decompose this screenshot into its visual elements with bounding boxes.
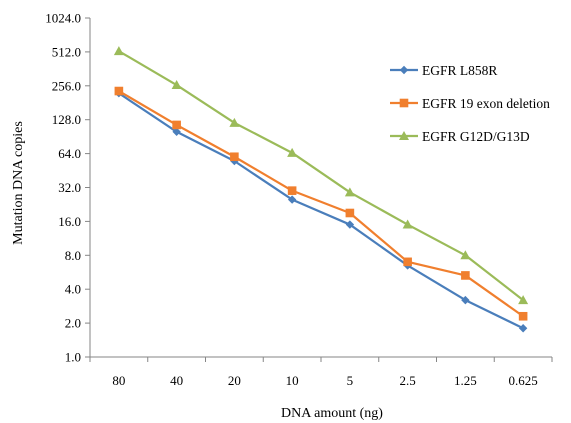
x-tick-label: 0.625 — [509, 373, 538, 388]
x-tick-label: 10 — [286, 373, 299, 388]
y-tick-label: 1024.0 — [45, 11, 81, 26]
legend-label: EGFR 19 exon deletion — [422, 96, 550, 111]
series-line — [118, 92, 524, 330]
data-point — [230, 152, 239, 162]
legend-label: EGFR G12D/G13D — [422, 129, 530, 144]
data-point — [113, 46, 124, 56]
series-line — [118, 90, 524, 318]
legend-swatch-marker — [399, 98, 409, 108]
data-point — [172, 127, 181, 136]
data-point — [172, 120, 181, 130]
data-point — [229, 117, 240, 127]
data-point — [287, 186, 297, 195]
series-layer — [113, 46, 529, 333]
legend-label: EGFR L858R — [422, 63, 497, 78]
y-tick-label: 1.0 — [65, 350, 81, 365]
legend: EGFR L858R EGFR 19 exon deletion EGFR G12D… — [390, 63, 550, 144]
series-egfr-g12d-g13d — [113, 46, 529, 305]
data-point — [460, 250, 471, 260]
y-tick-label: 2.0 — [65, 316, 81, 331]
data-point — [402, 219, 413, 229]
y-tick-label: 32.0 — [58, 180, 81, 195]
data-point — [287, 195, 297, 204]
x-tick-label: 2.5 — [400, 373, 416, 388]
data-point — [403, 257, 412, 267]
data-point — [518, 295, 529, 305]
y-tick-label: 8.0 — [65, 248, 81, 263]
legend-swatch-marker — [399, 65, 409, 75]
data-point — [345, 208, 355, 218]
y-tick-label: 512.0 — [52, 44, 81, 59]
data-point — [518, 311, 528, 321]
x-axis-title: DNA amount (ng) — [281, 406, 383, 421]
y-tick-label: 256.0 — [52, 78, 81, 93]
x-tick-label: 40 — [170, 373, 183, 388]
ticks-layer: 1024.0 512.0 256.0 128.0 64.0 32.0 16.0 8.0 4.0 2… — [45, 11, 553, 388]
data-point — [287, 147, 298, 157]
x-tick-label: 5 — [347, 373, 354, 388]
legend-item: EGFR L858R — [390, 63, 497, 78]
y-tick-label: 128.0 — [52, 112, 81, 127]
x-tick-label: 20 — [228, 373, 241, 388]
legend-swatch-marker — [399, 131, 409, 140]
x-tick-label: 1.25 — [454, 373, 477, 388]
y-tick-label: 16.0 — [58, 214, 81, 229]
series-line — [118, 50, 524, 301]
y-tick-label: 64.0 — [58, 146, 81, 161]
y-tick-label: 4.0 — [65, 282, 81, 297]
data-point — [461, 271, 470, 280]
data-point — [461, 295, 470, 305]
data-point — [344, 187, 355, 197]
series-egfr-19-exon-deletion — [114, 86, 528, 321]
data-point — [114, 86, 124, 96]
y-axis-title: Mutation DNA copies — [11, 121, 26, 245]
legend-item: EGFR 19 exon deletion — [390, 96, 550, 111]
data-point — [345, 220, 355, 229]
data-point — [171, 80, 182, 90]
legend-item: EGFR G12D/G13D — [390, 129, 530, 144]
data-point — [518, 324, 528, 333]
x-tick-label: 80 — [112, 373, 125, 388]
